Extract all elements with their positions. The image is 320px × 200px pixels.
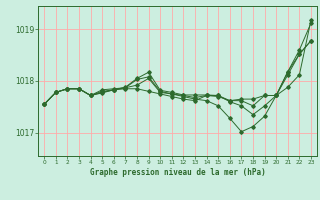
X-axis label: Graphe pression niveau de la mer (hPa): Graphe pression niveau de la mer (hPa)	[90, 168, 266, 177]
